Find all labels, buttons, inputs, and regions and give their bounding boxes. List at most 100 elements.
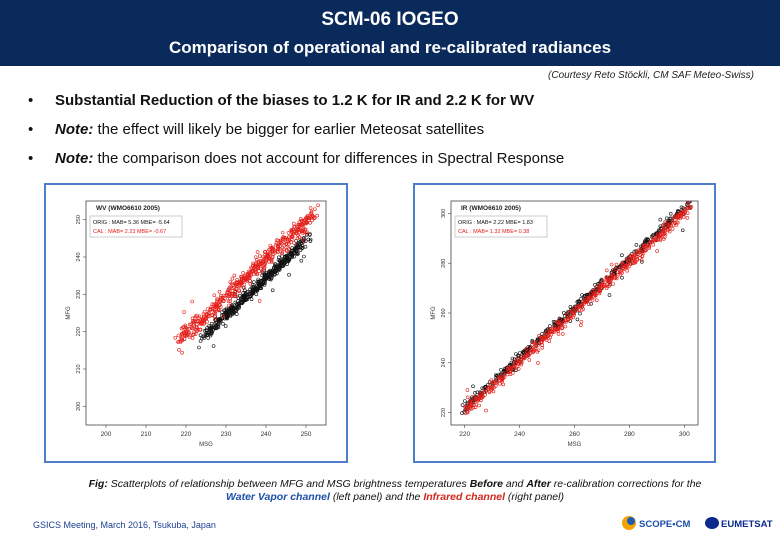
data-point	[635, 256, 639, 261]
data-point	[488, 385, 493, 390]
data-point	[557, 323, 562, 328]
data-point	[483, 384, 488, 389]
outlier-point	[471, 384, 475, 389]
data-point	[191, 319, 195, 323]
caption-text: re-calibration corrections for the	[550, 478, 702, 490]
outlier-point	[640, 260, 644, 264]
data-point	[544, 338, 549, 342]
data-point	[615, 274, 619, 279]
data-point	[234, 283, 238, 287]
outlier-point	[537, 333, 541, 338]
data-point	[209, 321, 214, 326]
outlier-point	[297, 235, 302, 240]
outlier-point	[478, 396, 483, 401]
data-point	[661, 228, 666, 233]
data-point	[475, 399, 480, 403]
data-point	[270, 250, 274, 254]
data-point	[539, 340, 544, 345]
data-point	[295, 246, 299, 251]
data-point	[507, 365, 511, 369]
data-point	[199, 322, 204, 326]
data-point	[226, 299, 231, 304]
data-point	[235, 278, 239, 282]
footer-meeting-text: GSICS Meeting, March 2016, Tsukuba, Japa…	[33, 520, 216, 530]
data-point	[679, 205, 684, 210]
data-point	[231, 312, 235, 316]
outlier-point	[292, 241, 296, 245]
outlier-point	[578, 311, 582, 316]
data-point	[220, 310, 224, 314]
data-point	[594, 288, 599, 293]
data-point	[187, 327, 191, 331]
data-point	[551, 329, 555, 333]
outlier-point	[298, 240, 302, 244]
data-point	[564, 320, 568, 324]
outlier-point	[611, 268, 616, 272]
data-point	[644, 248, 648, 253]
y-tick-label: 260	[441, 308, 447, 317]
data-point	[230, 292, 234, 296]
data-point	[290, 255, 294, 260]
data-point	[214, 326, 218, 331]
outlier-point	[270, 246, 275, 251]
data-point	[289, 237, 294, 242]
outlier-point	[280, 254, 284, 258]
data-point	[558, 317, 562, 322]
data-point	[546, 334, 550, 339]
data-point	[300, 218, 304, 223]
data-point	[525, 350, 529, 355]
data-point	[498, 381, 502, 386]
data-point	[479, 392, 484, 397]
data-point	[469, 402, 474, 406]
y-axis-label: MFG	[66, 306, 72, 320]
data-point	[519, 362, 523, 367]
outlier-point	[579, 323, 583, 328]
outlier-point	[620, 253, 624, 257]
data-point	[234, 287, 239, 291]
data-point	[256, 266, 260, 270]
data-point	[248, 270, 252, 275]
y-tick-label: 300	[441, 209, 447, 218]
data-point	[294, 238, 298, 243]
data-point	[548, 324, 552, 328]
data-point	[268, 243, 273, 248]
x-tick-label: 250	[301, 431, 312, 438]
data-point	[473, 391, 477, 395]
outlier-point	[204, 328, 209, 332]
data-point	[217, 322, 221, 326]
outlier-point	[190, 299, 194, 304]
caption-text: and	[502, 478, 527, 490]
data-point	[186, 330, 191, 335]
outlier-point	[285, 249, 289, 253]
data-point	[511, 371, 515, 375]
chart-title: WV (WMO6610 2005)	[96, 205, 160, 212]
data-point	[190, 336, 195, 340]
bullet-dot-icon: •	[28, 150, 34, 167]
data-point	[257, 254, 262, 258]
data-point	[687, 204, 691, 209]
data-point	[173, 335, 178, 340]
data-point	[293, 224, 297, 229]
x-axis-label: MSG	[199, 442, 213, 448]
data-point	[225, 316, 229, 320]
data-point	[234, 312, 239, 316]
outlier-point	[494, 384, 498, 388]
data-point	[476, 398, 481, 403]
outlier-point	[297, 241, 301, 246]
data-point	[469, 406, 474, 411]
data-point	[205, 319, 209, 324]
data-point	[665, 227, 670, 232]
outlier-point	[514, 352, 518, 356]
data-point	[219, 305, 223, 309]
outlier-point	[620, 275, 624, 280]
data-point	[569, 314, 573, 319]
data-point	[523, 354, 527, 358]
data-point	[261, 264, 265, 269]
data-point	[521, 349, 526, 354]
outlier-point	[242, 295, 247, 299]
data-point	[281, 235, 285, 239]
outlier-point	[213, 317, 218, 322]
data-point	[562, 311, 566, 315]
outlier-point	[680, 228, 685, 233]
data-point	[560, 326, 564, 331]
